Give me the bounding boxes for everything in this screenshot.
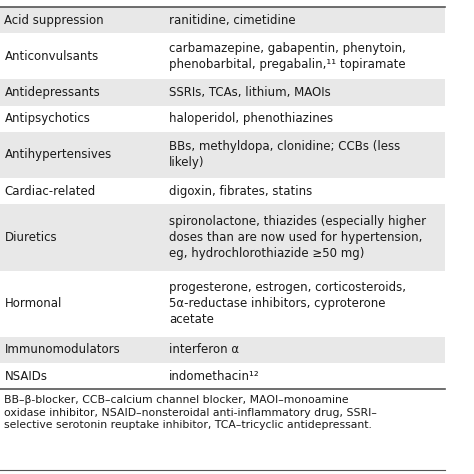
Bar bbox=[0, 132, 445, 178]
Text: Diuretics: Diuretics bbox=[4, 231, 57, 244]
Text: progesterone, estrogen, corticosteroids,
5α-reductase inhibitors, cyproterone
ac: progesterone, estrogen, corticosteroids,… bbox=[169, 281, 406, 326]
Text: Antipsychotics: Antipsychotics bbox=[4, 112, 91, 125]
Text: Cardiac-related: Cardiac-related bbox=[4, 184, 96, 198]
Text: SSRIs, TCAs, lithium, MAOIs: SSRIs, TCAs, lithium, MAOIs bbox=[169, 86, 331, 99]
Text: Immunomodulators: Immunomodulators bbox=[4, 344, 120, 356]
Text: Hormonal: Hormonal bbox=[4, 297, 62, 310]
Text: BB–β-blocker, CCB–calcium channel blocker, MAOI–monoamine
oxidase inhibitor, NSA: BB–β-blocker, CCB–calcium channel blocke… bbox=[4, 395, 377, 430]
Text: Antihypertensives: Antihypertensives bbox=[4, 148, 112, 162]
Bar bbox=[0, 363, 445, 389]
Bar bbox=[0, 7, 445, 33]
Bar bbox=[0, 33, 445, 80]
Bar bbox=[0, 178, 445, 204]
Text: ranitidine, cimetidine: ranitidine, cimetidine bbox=[169, 14, 296, 27]
Bar bbox=[0, 271, 445, 337]
Bar bbox=[0, 106, 445, 132]
Text: indomethacin¹²: indomethacin¹² bbox=[169, 370, 260, 383]
Text: BBs, methyldopa, clonidine; CCBs (less
likely): BBs, methyldopa, clonidine; CCBs (less l… bbox=[169, 140, 400, 169]
Text: carbamazepine, gabapentin, phenytoin,
phenobarbital, pregabalin,¹¹ topiramate: carbamazepine, gabapentin, phenytoin, ph… bbox=[169, 42, 406, 71]
Text: Antidepressants: Antidepressants bbox=[4, 86, 100, 99]
Text: Anticonvulsants: Anticonvulsants bbox=[4, 50, 99, 63]
Text: digoxin, fibrates, statins: digoxin, fibrates, statins bbox=[169, 184, 312, 198]
Text: Acid suppression: Acid suppression bbox=[4, 14, 104, 27]
Bar bbox=[0, 204, 445, 271]
Bar bbox=[0, 80, 445, 106]
Text: haloperidol, phenothiazines: haloperidol, phenothiazines bbox=[169, 112, 333, 125]
Text: spironolactone, thiazides (especially higher
doses than are now used for hyperte: spironolactone, thiazides (especially hi… bbox=[169, 215, 426, 260]
Text: NSAIDs: NSAIDs bbox=[4, 370, 47, 383]
Bar bbox=[0, 337, 445, 363]
Text: interferon α: interferon α bbox=[169, 344, 239, 356]
